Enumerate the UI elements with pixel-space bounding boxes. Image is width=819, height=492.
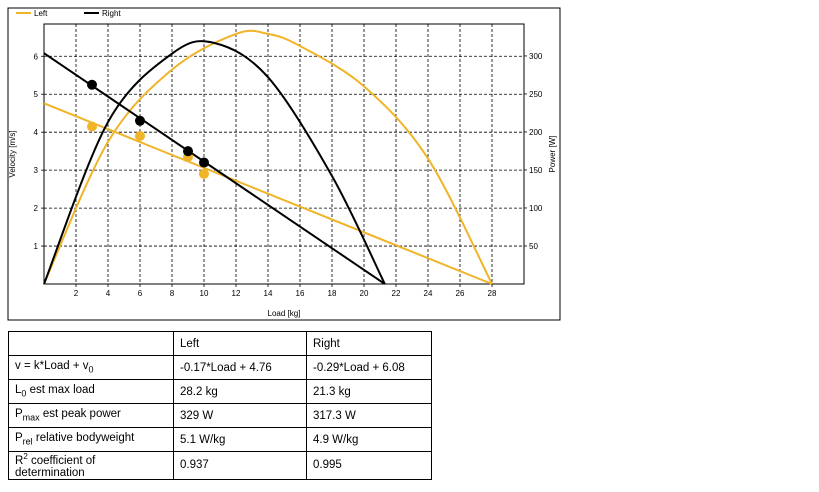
series-layer <box>43 29 493 285</box>
row-label: R2 coefficient of determination <box>8 451 174 480</box>
y-tick-label: 5 <box>34 90 39 99</box>
y-tick-label: 3 <box>34 166 39 175</box>
row-value-left: 28.2 kg <box>173 379 307 404</box>
x-tick-label: 2 <box>74 289 79 298</box>
y-tick-label: 1 <box>34 242 39 251</box>
x-tick-label: 24 <box>424 289 433 298</box>
x-tick-label: 22 <box>392 289 401 298</box>
row-superscript: 2 <box>23 452 28 461</box>
row-value-right: -0.29*Load + 6.08 <box>306 355 432 380</box>
row-description: est max load <box>26 384 95 397</box>
row-description: relative bodyweight <box>32 432 135 445</box>
plot-area <box>43 23 525 285</box>
x-tick-label: 10 <box>200 289 209 298</box>
y2-axis-label: Power [W] <box>548 136 557 173</box>
ticks: 2 4 6 8 10 12 14 16 18 20 22 24 26 281234565010015020… <box>34 52 543 298</box>
y-tick-label: 6 <box>34 52 39 61</box>
row-label: v = k*Load + v0 <box>8 355 174 380</box>
data-point-right <box>199 157 209 168</box>
chart-svg: 2 4 6 8 10 12 14 16 18 20 22 24 26 281234565010015020… <box>7 7 561 321</box>
chart: 2 4 6 8 10 12 14 16 18 20 22 24 26 28 1 2 3 4 5 6 50 100 150 20… <box>0 0 562 322</box>
table-row: Prel relative bodyweight 5.1 W/kg 4.9 W/… <box>8 427 432 452</box>
y2-tick-label: 250 <box>529 90 543 99</box>
x-tick-label: 8 <box>170 289 175 298</box>
table-header-row: Left Right <box>8 331 432 356</box>
row-value-right: 317.3 W <box>306 403 432 428</box>
x-tick-label: 4 <box>106 289 111 298</box>
y2-tick-label: 150 <box>529 166 543 175</box>
row-value-left: 5.1 W/kg <box>173 427 307 452</box>
row-symbol: R <box>15 454 24 467</box>
row-value-right: 4.9 W/kg <box>306 427 432 452</box>
row-symbol: P <box>15 408 23 421</box>
table-header-right: Right <box>306 331 432 356</box>
table-row: v = k*Load + v0 -0.17*Load + 4.76 -0.29*… <box>8 355 432 380</box>
row-description: coefficient of determination <box>15 454 96 479</box>
x-tick-label: 20 <box>360 289 369 298</box>
legend: Left Right <box>16 9 121 18</box>
table-header-left: Left <box>173 331 307 356</box>
row-description: est peak power <box>39 408 121 421</box>
x-tick-label: 28 <box>488 289 497 298</box>
row-value-left: -0.17*Load + 4.76 <box>173 355 307 380</box>
y2-tick-label: 300 <box>529 52 543 61</box>
row-value-left: 329 W <box>173 403 307 428</box>
table-row: L0 est max load 28.2 kg 21.3 kg <box>8 379 432 404</box>
row-value-left: 0.937 <box>173 451 307 480</box>
x-tick-label: 14 <box>264 289 273 298</box>
data-point-right <box>183 146 193 157</box>
velocity-line-right <box>43 52 386 285</box>
velocity-line-left <box>43 102 493 285</box>
row-symbol: v = k*Load + v <box>15 360 89 373</box>
grid <box>44 24 524 284</box>
table-row: Pmax est peak power 329 W 317.3 W <box>8 403 432 428</box>
row-subscript: rel <box>22 436 33 447</box>
x-axis-label: Load [kg] <box>268 309 301 318</box>
x-tick-label: 18 <box>328 289 337 298</box>
row-subscript: 0 <box>88 364 94 375</box>
x-tick-label: 26 <box>456 289 465 298</box>
y2-tick-label: 100 <box>529 204 543 213</box>
row-label: Pmax est peak power <box>8 403 174 428</box>
data-point-left <box>199 168 209 179</box>
row-label: Prel relative bodyweight <box>8 427 174 452</box>
data-point-right <box>135 115 145 126</box>
legend-label-left: Left <box>34 9 48 18</box>
row-symbol: L <box>15 384 22 397</box>
y-tick-label: 2 <box>34 204 39 213</box>
table-row: R2 coefficient of determination 0.937 0.… <box>8 451 432 480</box>
data-point-left <box>87 121 97 132</box>
power-curve-left <box>43 29 493 285</box>
table-header-cell <box>8 331 174 356</box>
x-tick-label: 16 <box>296 289 305 298</box>
data-point-left <box>135 130 145 141</box>
y-tick-label: 4 <box>34 128 39 137</box>
chart-frame <box>7 7 561 321</box>
row-symbol: P <box>15 432 23 445</box>
row-value-right: 0.995 <box>306 451 432 480</box>
power-curve-right <box>43 40 386 285</box>
x-tick-label: 6 <box>138 289 143 298</box>
legend-label-right: Right <box>102 9 121 18</box>
data-point-right <box>87 79 97 90</box>
row-subscript: 0 <box>21 388 27 399</box>
row-subscript: max <box>22 412 40 423</box>
x-tick-label: 12 <box>232 289 241 298</box>
row-value-right: 21.3 kg <box>306 379 432 404</box>
stats-table: Left Right v = k*Load + v0 -0.17*Load + … <box>8 331 432 480</box>
y-axis-label: Velocity [m/s] <box>8 130 17 177</box>
row-label: L0 est max load <box>8 379 174 404</box>
y2-tick-label: 50 <box>529 242 538 251</box>
y2-tick-label: 200 <box>529 128 543 137</box>
